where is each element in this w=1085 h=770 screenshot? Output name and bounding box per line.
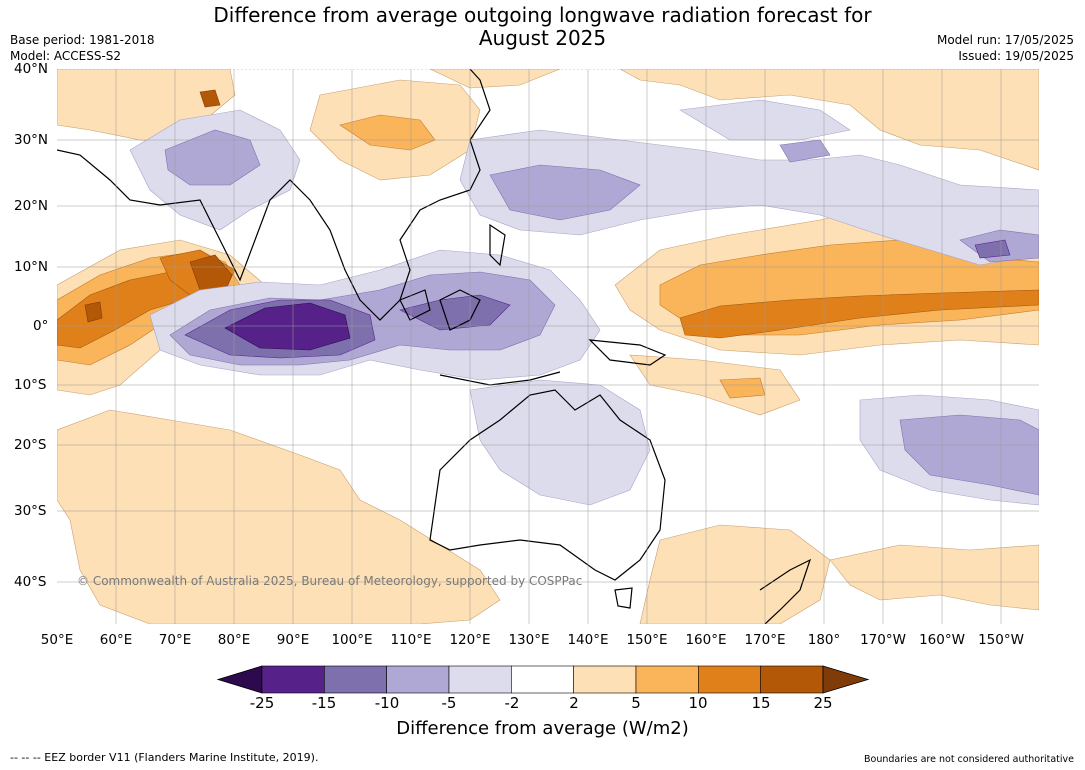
lon-label: 80°E <box>217 632 251 648</box>
colorbar-segment <box>573 665 637 694</box>
lon-label: 110°E <box>390 632 432 648</box>
lon-label: 50°E <box>40 632 74 648</box>
lon-label: 90°E <box>276 632 310 648</box>
colorbar-tick-label: 5 <box>631 694 641 712</box>
model-name: Model: ACCESS-S2 <box>10 49 122 63</box>
colorbar-tick-label: 25 <box>813 694 833 712</box>
lon-label: 120°E <box>449 632 491 648</box>
lat-label: 30°S <box>14 503 47 519</box>
model-run: Model run: 17/05/2025 <box>936 33 1074 47</box>
lon-label: 180° <box>807 632 841 648</box>
issued-date: Issued: 19/05/2025 <box>958 49 1074 63</box>
colorbar-segment <box>635 665 699 694</box>
lon-label: 130°E <box>508 632 550 648</box>
colorbar-tick-label: 2 <box>569 694 579 712</box>
lon-label: 150°E <box>626 632 668 648</box>
graticule <box>57 69 1039 624</box>
colorbar-segment <box>261 665 325 694</box>
colorbar-segment <box>324 665 387 694</box>
lon-label: 70°E <box>158 632 192 648</box>
colorbar-segment <box>760 665 824 694</box>
colorbar-tick-label: -2 <box>504 694 520 712</box>
colorbar-tick-label: 10 <box>688 694 708 712</box>
anomaly-15-to-25 <box>84 89 233 323</box>
coastlines <box>57 69 812 624</box>
boundaries-note: Boundaries are not considered authoritat… <box>864 754 1074 765</box>
colorbar-arrow-high <box>822 665 870 694</box>
colorbar-tick-label: -15 <box>311 694 337 712</box>
lat-label: 40°N <box>14 61 49 77</box>
title-line-2: August 2025 <box>478 26 607 50</box>
colorbar-segment <box>386 665 450 694</box>
base-period: Base period: 1981-2018 <box>10 33 155 47</box>
lon-label: 170°E <box>744 632 786 648</box>
colorbar-segment <box>448 665 512 694</box>
anomaly-field <box>57 69 1039 624</box>
lat-label: 40°S <box>14 574 47 590</box>
lat-label: 20°N <box>14 198 49 214</box>
colorbar-tick-label: -5 <box>441 694 457 712</box>
lon-label: 60°E <box>99 632 133 648</box>
colorbar-segment <box>698 665 761 694</box>
run-info: Model run: 17/05/2025 Issued: 19/05/2025 <box>937 32 1074 64</box>
colorbar-title: Difference from average (W/m2) <box>396 718 689 739</box>
map-title: Difference from average outgoing longwav… <box>0 4 1085 50</box>
colorbar-tick-label: -10 <box>374 694 400 712</box>
lon-label: 160°W <box>919 632 965 648</box>
lon-label: 100°E <box>331 632 373 648</box>
colorbar-tick-label: -25 <box>249 694 275 712</box>
lat-label: 10°S <box>14 377 47 393</box>
eez-note: -- -- -- EEZ border V11 (Flanders Marine… <box>10 751 319 764</box>
colorbar-tick-label: 15 <box>751 694 771 712</box>
lat-label: 10°N <box>14 259 49 275</box>
lon-label: 150°W <box>978 632 1024 648</box>
model-info: Base period: 1981-2018 Model: ACCESS-S2 <box>10 32 155 64</box>
colorbar-arrow-low <box>216 665 263 694</box>
lat-label: 30°N <box>14 132 49 148</box>
anomaly-minus15-to-minus25 <box>224 302 351 351</box>
lat-label: 0° <box>33 318 49 334</box>
lon-label: 170°W <box>860 632 906 648</box>
copyright-notice: © Commonwealth of Australia 2025, Bureau… <box>77 574 583 588</box>
lon-label: 140°E <box>567 632 609 648</box>
colorbar-segment <box>511 665 574 694</box>
title-line-1: Difference from average outgoing longwav… <box>213 3 872 27</box>
lat-label: 20°S <box>14 437 47 453</box>
lon-label: 160°E <box>685 632 727 648</box>
